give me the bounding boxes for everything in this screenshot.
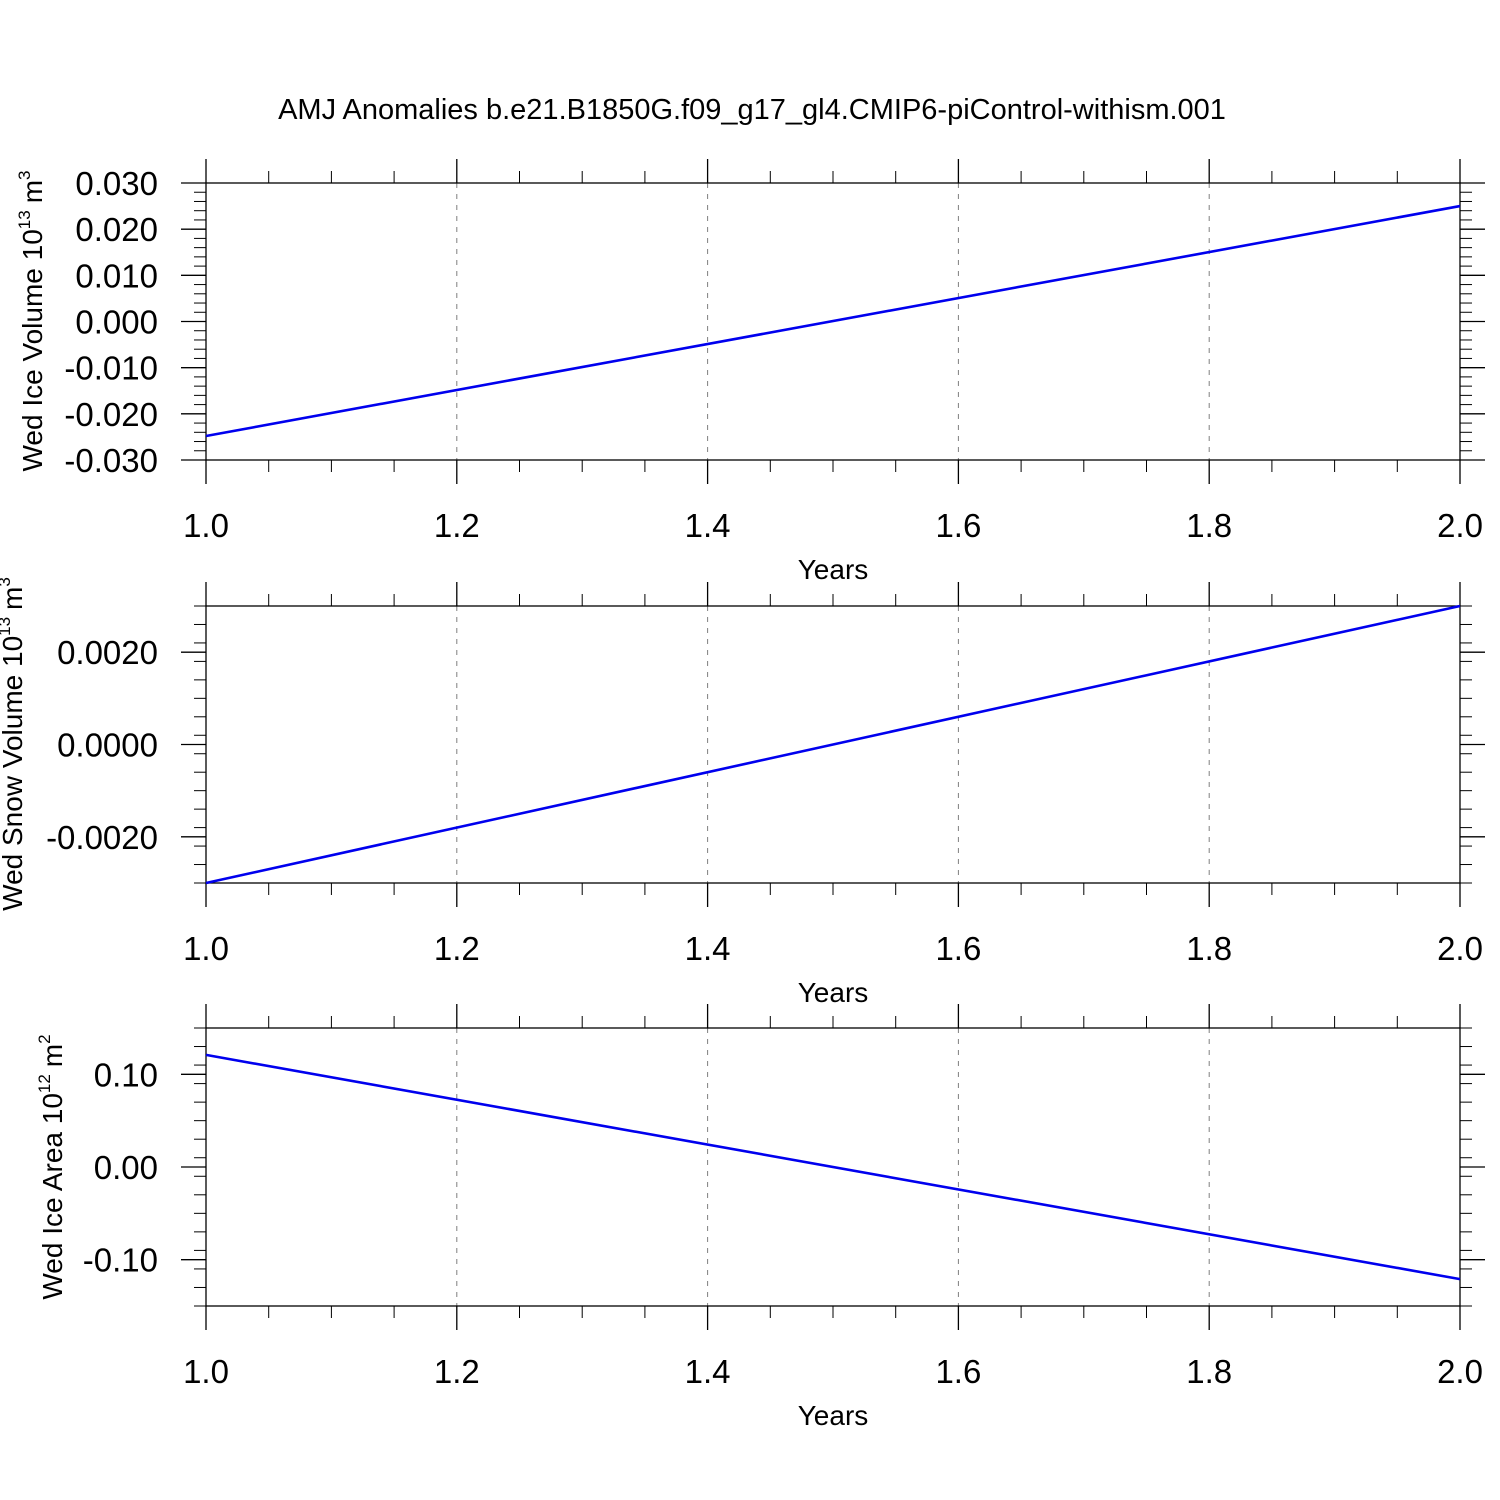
y-axis-label-unit: m bbox=[0, 587, 28, 610]
panel-2: 1.0 1.2 1.4 1.6 1.8 2.0 0.0020 0.0000 -0.0020 Yea… bbox=[0, 577, 1485, 1008]
y-tick-label: 0.0000 bbox=[57, 727, 158, 764]
x-tick-label: 1.8 bbox=[1186, 930, 1232, 967]
y-tick-label: -0.020 bbox=[64, 396, 158, 433]
y-axis-label-text: Wed Ice Area 10 bbox=[37, 1093, 68, 1300]
x-tick-label: 1.8 bbox=[1186, 507, 1232, 544]
x-tick-label: 1.6 bbox=[935, 930, 981, 967]
y-axis-label: Wed Ice Area 1012 m2 bbox=[35, 1034, 68, 1299]
y-axis-label: Wed Ice Volume 1013 m3 bbox=[15, 170, 48, 471]
x-axis-label: Years bbox=[798, 977, 869, 1008]
figure-title: AMJ Anomalies b.e21.B1850G.f09_g17_gl4.C… bbox=[278, 94, 1226, 126]
x-tick-label: 1.0 bbox=[183, 930, 229, 967]
x-tick-label: 1.4 bbox=[685, 930, 731, 967]
y-tick-label: -0.10 bbox=[83, 1242, 158, 1279]
y-tick-label: 0.00 bbox=[94, 1149, 158, 1186]
x-tick-label: 1.2 bbox=[434, 507, 480, 544]
series-line bbox=[205, 604, 1461, 885]
y-axis-label-text: Wed Ice Volume 10 bbox=[17, 229, 48, 471]
x-tick-label: 1.2 bbox=[434, 930, 480, 967]
series-line bbox=[205, 204, 1461, 438]
y-axis-label-unit: m bbox=[17, 180, 48, 203]
y-axis-label-exponent: 13 bbox=[0, 617, 14, 636]
y-tick-label: 0.10 bbox=[94, 1056, 158, 1093]
x-tick-label: 1.2 bbox=[434, 1353, 480, 1390]
y-tick-label: 0.000 bbox=[75, 304, 158, 341]
y-tick-label: -0.0020 bbox=[46, 819, 158, 856]
y-tick-label: -0.030 bbox=[64, 442, 158, 479]
x-tick-label: 1.8 bbox=[1186, 1353, 1232, 1390]
x-tick-label: 1.0 bbox=[183, 507, 229, 544]
x-tick-label: 1.6 bbox=[935, 507, 981, 544]
y-tick-label: 0.020 bbox=[75, 211, 158, 248]
panel-3: 1.0 1.2 1.4 1.6 1.8 2.0 0.10 0.00 -0.10 Years Wed … bbox=[35, 1004, 1485, 1431]
x-tick-label: 1.6 bbox=[935, 1353, 981, 1390]
x-axis-label: Years bbox=[798, 554, 869, 585]
x-tick-label: 1.0 bbox=[183, 1353, 229, 1390]
x-tick-label: 1.4 bbox=[685, 1353, 731, 1390]
x-tick-label: 1.4 bbox=[685, 507, 731, 544]
x-tick-label: 2.0 bbox=[1437, 1353, 1483, 1390]
y-tick-label: -0.010 bbox=[64, 350, 158, 387]
y-tick-label: 0.0020 bbox=[57, 634, 158, 671]
series-line bbox=[205, 1053, 1461, 1281]
y-axis-label-unit-exponent: 3 bbox=[0, 577, 14, 586]
y-axis-label-exponent: 13 bbox=[15, 210, 34, 229]
y-axis-label-text: Wed Snow Volume 10 bbox=[0, 636, 28, 911]
y-axis-label-unit: m bbox=[37, 1044, 68, 1067]
y-tick-label: 0.010 bbox=[75, 257, 158, 294]
y-axis-label-unit-exponent: 3 bbox=[15, 170, 34, 179]
x-tick-label: 2.0 bbox=[1437, 507, 1483, 544]
y-axis-label-unit-exponent: 2 bbox=[35, 1034, 54, 1043]
panels: 1.0 1.2 1.4 1.6 1.8 2.0 0.030 0.020 0.010 0.000 -0… bbox=[0, 159, 1485, 1431]
x-tick-label: 2.0 bbox=[1437, 930, 1483, 967]
panel-1: 1.0 1.2 1.4 1.6 1.8 2.0 0.030 0.020 0.010 0.000 -0… bbox=[15, 159, 1485, 585]
y-axis-label: Wed Snow Volume 1013 m3 bbox=[0, 577, 28, 911]
y-tick-label: 0.030 bbox=[75, 165, 158, 202]
y-axis-label-exponent: 12 bbox=[35, 1074, 54, 1093]
x-axis-label: Years bbox=[798, 1400, 869, 1431]
